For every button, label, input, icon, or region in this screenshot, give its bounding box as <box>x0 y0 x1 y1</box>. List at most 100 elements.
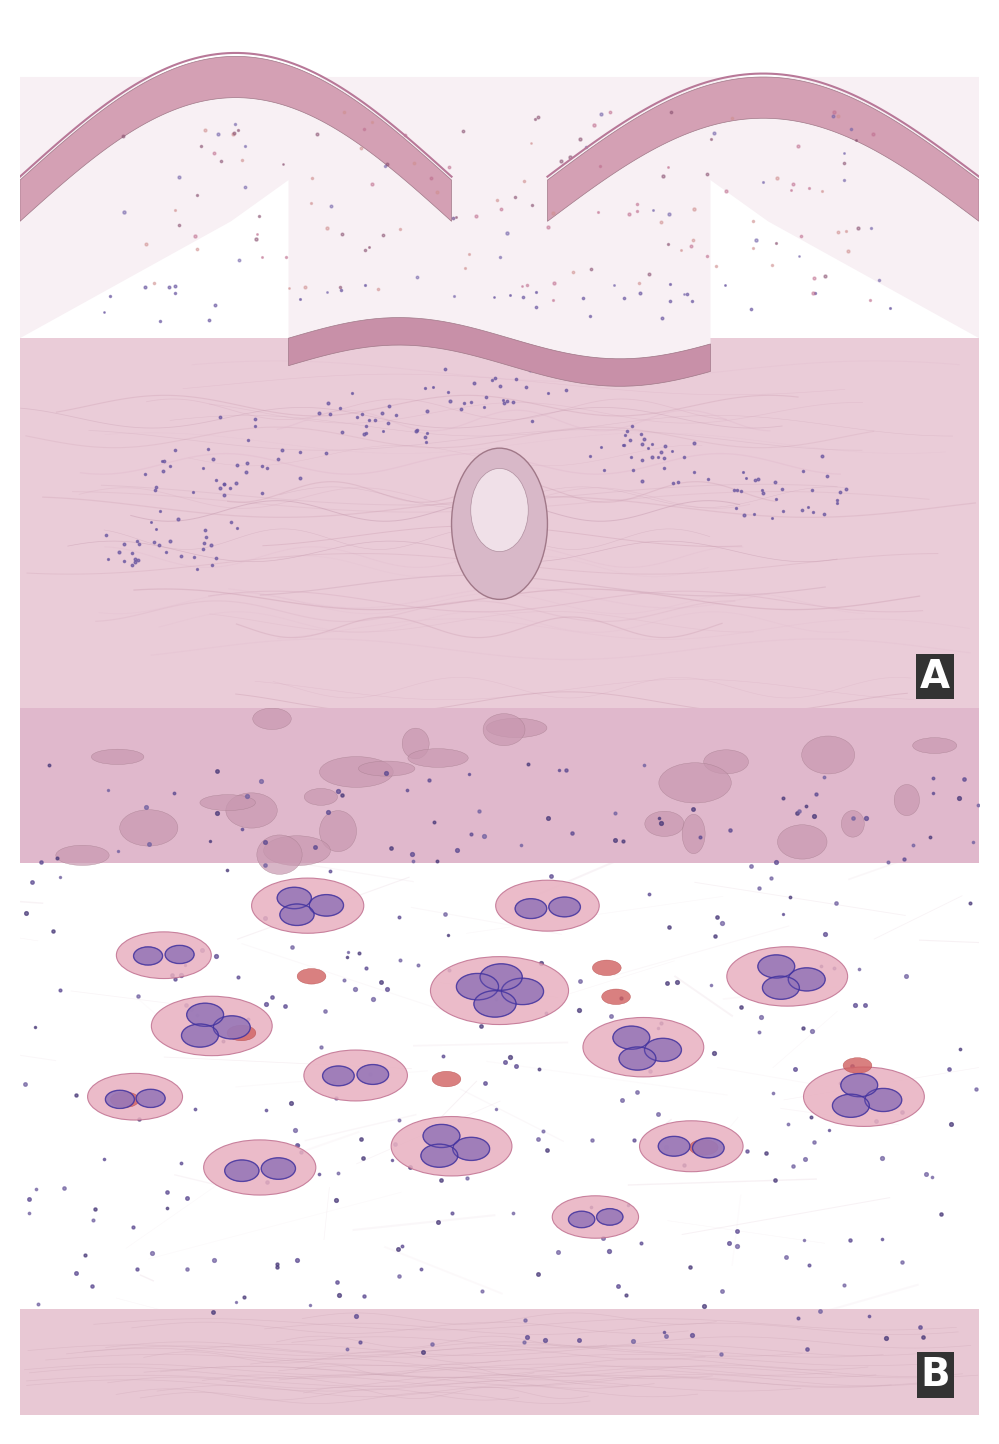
Ellipse shape <box>689 1139 718 1155</box>
Ellipse shape <box>116 931 212 979</box>
Point <box>472 799 488 822</box>
Point <box>489 1097 504 1121</box>
Point <box>655 1321 671 1344</box>
Ellipse shape <box>612 1027 649 1050</box>
Point <box>131 1108 147 1131</box>
Point <box>830 104 846 127</box>
Point <box>293 466 309 490</box>
Point <box>358 957 374 980</box>
Point <box>374 401 390 425</box>
Point <box>660 202 676 225</box>
Polygon shape <box>20 708 979 864</box>
Ellipse shape <box>304 1050 408 1100</box>
Point <box>457 391 473 414</box>
Point <box>519 274 535 297</box>
Point <box>158 540 174 563</box>
Point <box>356 1285 372 1308</box>
Point <box>110 839 126 862</box>
Point <box>528 280 544 303</box>
Point <box>685 432 701 455</box>
Ellipse shape <box>762 976 799 999</box>
Point <box>507 367 523 390</box>
Point <box>775 787 791 810</box>
Point <box>209 760 225 783</box>
Ellipse shape <box>110 1092 139 1108</box>
Point <box>215 1030 231 1053</box>
Point <box>539 381 555 404</box>
Point <box>880 851 896 874</box>
Point <box>201 308 217 331</box>
Ellipse shape <box>481 963 522 991</box>
Point <box>293 1141 309 1164</box>
Point <box>705 1041 721 1064</box>
Point <box>111 542 127 565</box>
Point <box>186 546 202 569</box>
Point <box>227 113 243 136</box>
Ellipse shape <box>453 1138 490 1161</box>
Ellipse shape <box>152 996 272 1056</box>
Point <box>312 401 328 425</box>
Point <box>52 865 68 888</box>
Point <box>758 1142 774 1165</box>
Point <box>545 271 561 295</box>
Point <box>774 477 790 500</box>
Point <box>49 846 65 869</box>
Point <box>204 553 220 576</box>
Point <box>700 468 716 491</box>
Point <box>454 397 470 420</box>
Point <box>790 134 806 157</box>
Point <box>751 1021 767 1044</box>
Point <box>521 360 537 383</box>
Point <box>925 781 941 804</box>
Point <box>506 185 522 208</box>
Point <box>615 286 631 309</box>
Point <box>194 939 210 962</box>
Point <box>530 1262 546 1285</box>
Point <box>684 1323 700 1346</box>
Point <box>640 436 656 459</box>
Point <box>836 169 852 192</box>
Point <box>589 201 605 224</box>
Point <box>151 534 167 557</box>
Point <box>531 1058 547 1082</box>
Point <box>636 427 652 451</box>
Point <box>851 957 867 980</box>
Point <box>206 1249 222 1272</box>
Point <box>634 469 650 492</box>
Point <box>862 217 878 240</box>
Point <box>796 1148 812 1171</box>
Point <box>660 156 676 179</box>
Point <box>653 211 669 234</box>
Point <box>713 1343 729 1366</box>
Point <box>213 150 229 173</box>
Point <box>254 481 270 504</box>
Point <box>438 358 454 381</box>
Point <box>806 267 822 290</box>
Point <box>198 518 214 542</box>
Ellipse shape <box>187 1004 224 1027</box>
Point <box>329 1086 345 1109</box>
Point <box>655 456 671 479</box>
Ellipse shape <box>320 810 357 852</box>
Point <box>459 1167 475 1190</box>
Point <box>621 202 637 225</box>
Point <box>322 401 338 425</box>
Point <box>399 778 415 801</box>
Point <box>518 357 534 380</box>
Point <box>838 478 854 501</box>
Point <box>925 767 941 790</box>
Point <box>189 183 205 206</box>
Ellipse shape <box>225 1160 259 1181</box>
Point <box>289 1134 305 1157</box>
Point <box>857 993 873 1017</box>
Point <box>675 283 691 306</box>
Point <box>804 478 820 501</box>
Point <box>264 985 280 1008</box>
Point <box>592 103 608 126</box>
Point <box>391 1238 407 1261</box>
Point <box>850 217 866 240</box>
Ellipse shape <box>431 956 568 1025</box>
Point <box>753 1005 769 1028</box>
Point <box>782 885 798 908</box>
Point <box>564 822 580 845</box>
